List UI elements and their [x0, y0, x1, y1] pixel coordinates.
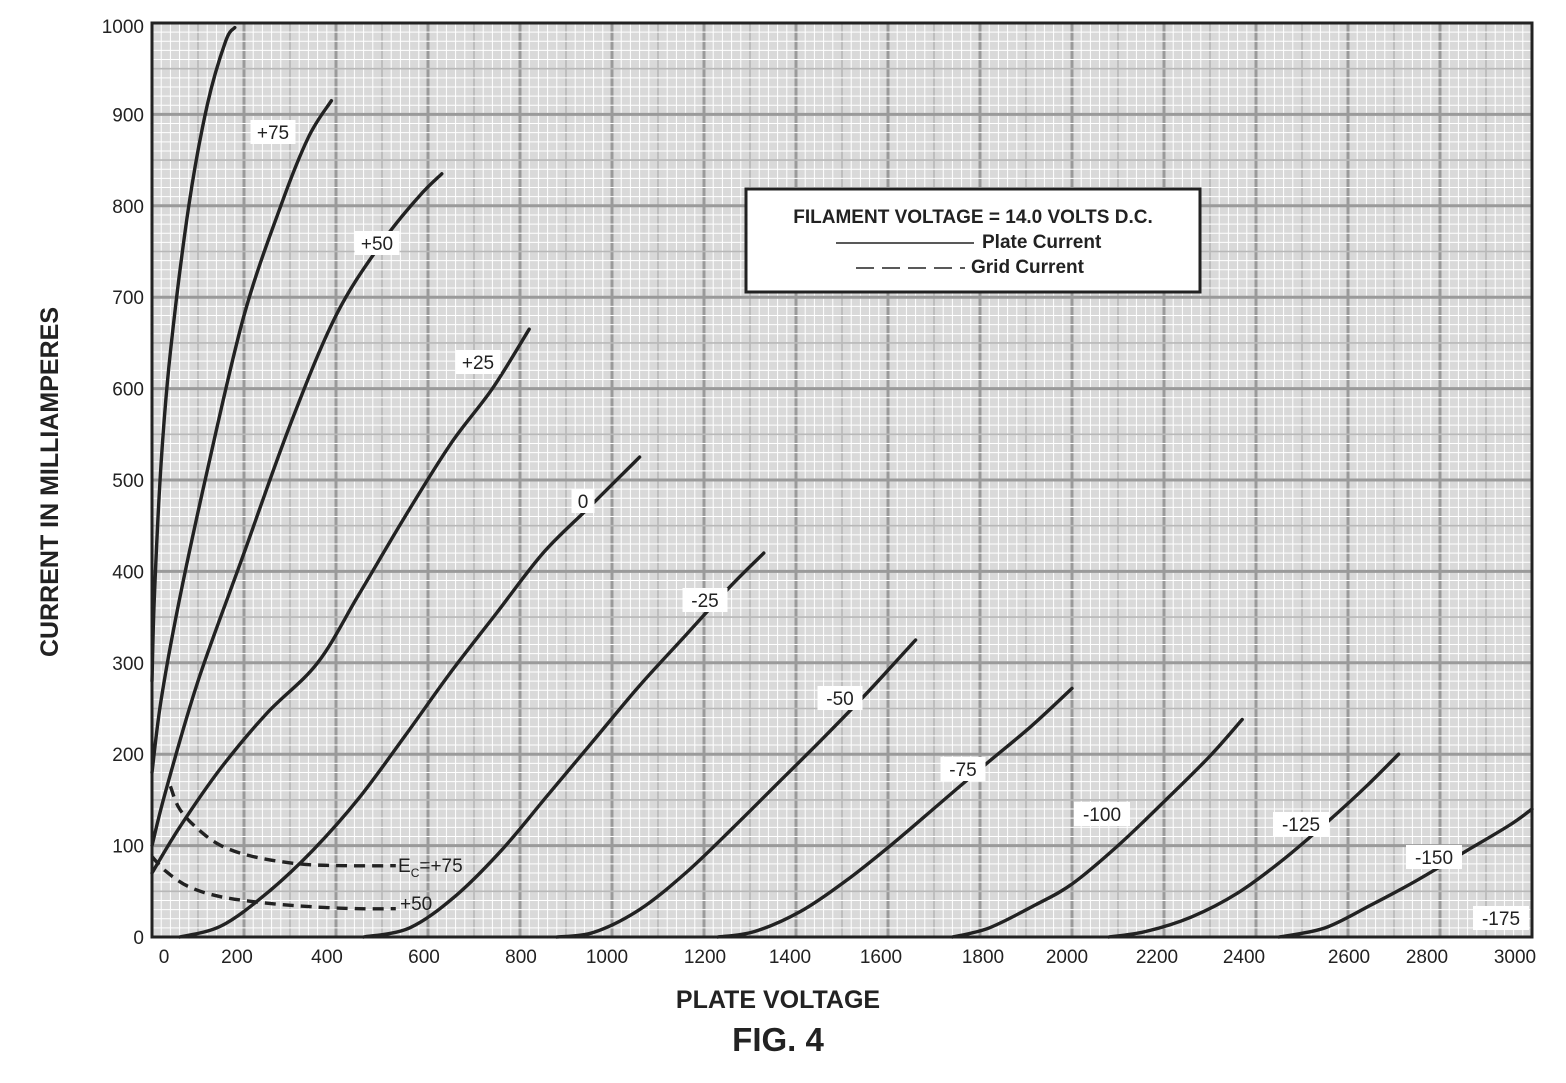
curve-label-bg — [940, 757, 986, 781]
grid-current-curve-0 — [168, 785, 396, 868]
curve-label: 0 — [578, 492, 589, 513]
curves — [150, 25, 1534, 939]
plate-current-curve-10 — [1277, 807, 1534, 939]
x-tick-label: 1000 — [586, 947, 628, 968]
x-tick-label: 2600 — [1328, 947, 1370, 968]
x-tick-label: 1800 — [962, 947, 1004, 968]
curve-labels: +75 +50 +25 0 -25 -50 -75 -100 -125 -150 -175 EC=+7… — [250, 120, 1529, 930]
x-tick-label: 400 — [311, 947, 343, 968]
plate-current-curve-7 — [716, 686, 1074, 939]
curve-label-bg — [1273, 812, 1329, 836]
plate-current-curve-9 — [1107, 752, 1401, 939]
curve-label-bg — [1074, 802, 1130, 826]
y-tick-label: 100 — [112, 837, 144, 858]
legend-grid-current-label: Grid Current — [971, 257, 1085, 278]
curve-label-bg — [1406, 845, 1462, 869]
curve-label: -25 — [691, 591, 718, 612]
plot-frame — [150, 21, 1534, 939]
plate-current-curve-2 — [150, 172, 444, 848]
curve-label-bg — [455, 350, 501, 374]
y-tick-label: 0 — [133, 928, 144, 949]
plate-current-curve-3 — [150, 327, 531, 875]
y-tick-label: 1000 — [102, 17, 144, 38]
y-tick-label: 300 — [112, 654, 144, 675]
grid-curve-label-ec75: EC=+75 — [398, 856, 463, 880]
x-tick-label: 200 — [221, 947, 253, 968]
grid-label-rest: =+75 — [419, 856, 462, 877]
curve-label-bg — [354, 231, 400, 255]
curve-label: -150 — [1415, 848, 1453, 869]
curve-label-bg — [1473, 906, 1529, 930]
x-tick-label: 1600 — [860, 947, 902, 968]
x-tick-label: 2200 — [1136, 947, 1178, 968]
curve-label: -100 — [1083, 805, 1121, 826]
curve-label: -75 — [949, 760, 976, 781]
curve-label: +25 — [462, 353, 494, 374]
curve-label-bg — [817, 686, 863, 710]
plate-current-curve-0 — [150, 25, 237, 683]
curve-label: -50 — [826, 689, 853, 710]
y-tick-label: 500 — [112, 471, 144, 492]
x-axis-title: PLATE VOLTAGE — [676, 986, 880, 1014]
legend-title: FILAMENT VOLTAGE = 14.0 VOLTS D.C. — [793, 207, 1152, 228]
y-tick-label: 900 — [112, 105, 144, 126]
curve-label-bg — [682, 588, 728, 612]
x-tick-label: 2800 — [1406, 947, 1448, 968]
y-tick-label: 800 — [112, 197, 144, 218]
y-axis-title: CURRENT IN MILLIAMPERES — [36, 307, 64, 657]
y-tick-label: 600 — [112, 380, 144, 401]
curve-label: -175 — [1482, 909, 1520, 930]
plate-current-curve-8 — [950, 717, 1244, 939]
tick-labels: 0 200 400 600 800 1000 1200 1400 1600 1800 2000 220… — [102, 17, 1536, 968]
x-tick-label: 2000 — [1046, 947, 1088, 968]
legend: FILAMENT VOLTAGE = 14.0 VOLTS D.C. Plate… — [744, 187, 1202, 294]
x-tick-label: 3000 — [1494, 947, 1536, 968]
legend-box — [744, 187, 1202, 294]
legend-plate-current-label: Plate Current — [982, 232, 1102, 253]
curve-label-bg — [250, 120, 296, 144]
plate-current-curve-5 — [361, 551, 766, 939]
curve-label: -125 — [1282, 815, 1320, 836]
x-tick-label: 1400 — [769, 947, 811, 968]
plate-current-curve-4 — [177, 455, 642, 939]
x-tick-label: 600 — [408, 947, 440, 968]
y-tick-label: 200 — [112, 745, 144, 766]
curve-label-bg — [571, 489, 595, 513]
subscript-c: C — [411, 866, 420, 880]
x-tick-label: 1200 — [684, 947, 726, 968]
curve-label: +50 — [361, 234, 393, 255]
grid — [150, 21, 1534, 939]
grid-curve-label-50: +50 — [400, 894, 432, 915]
plate-current-curve-1 — [150, 99, 334, 775]
y-tick-label: 400 — [112, 562, 144, 583]
y-tick-label: 700 — [112, 288, 144, 309]
grid-current-curve-1 — [150, 855, 396, 911]
x-tick-label: 800 — [505, 947, 537, 968]
x-tick-label: 2400 — [1223, 947, 1265, 968]
x-tick-label: 0 — [159, 947, 170, 968]
curve-label: +75 — [257, 123, 289, 144]
figure-caption: FIG. 4 — [732, 1021, 824, 1058]
